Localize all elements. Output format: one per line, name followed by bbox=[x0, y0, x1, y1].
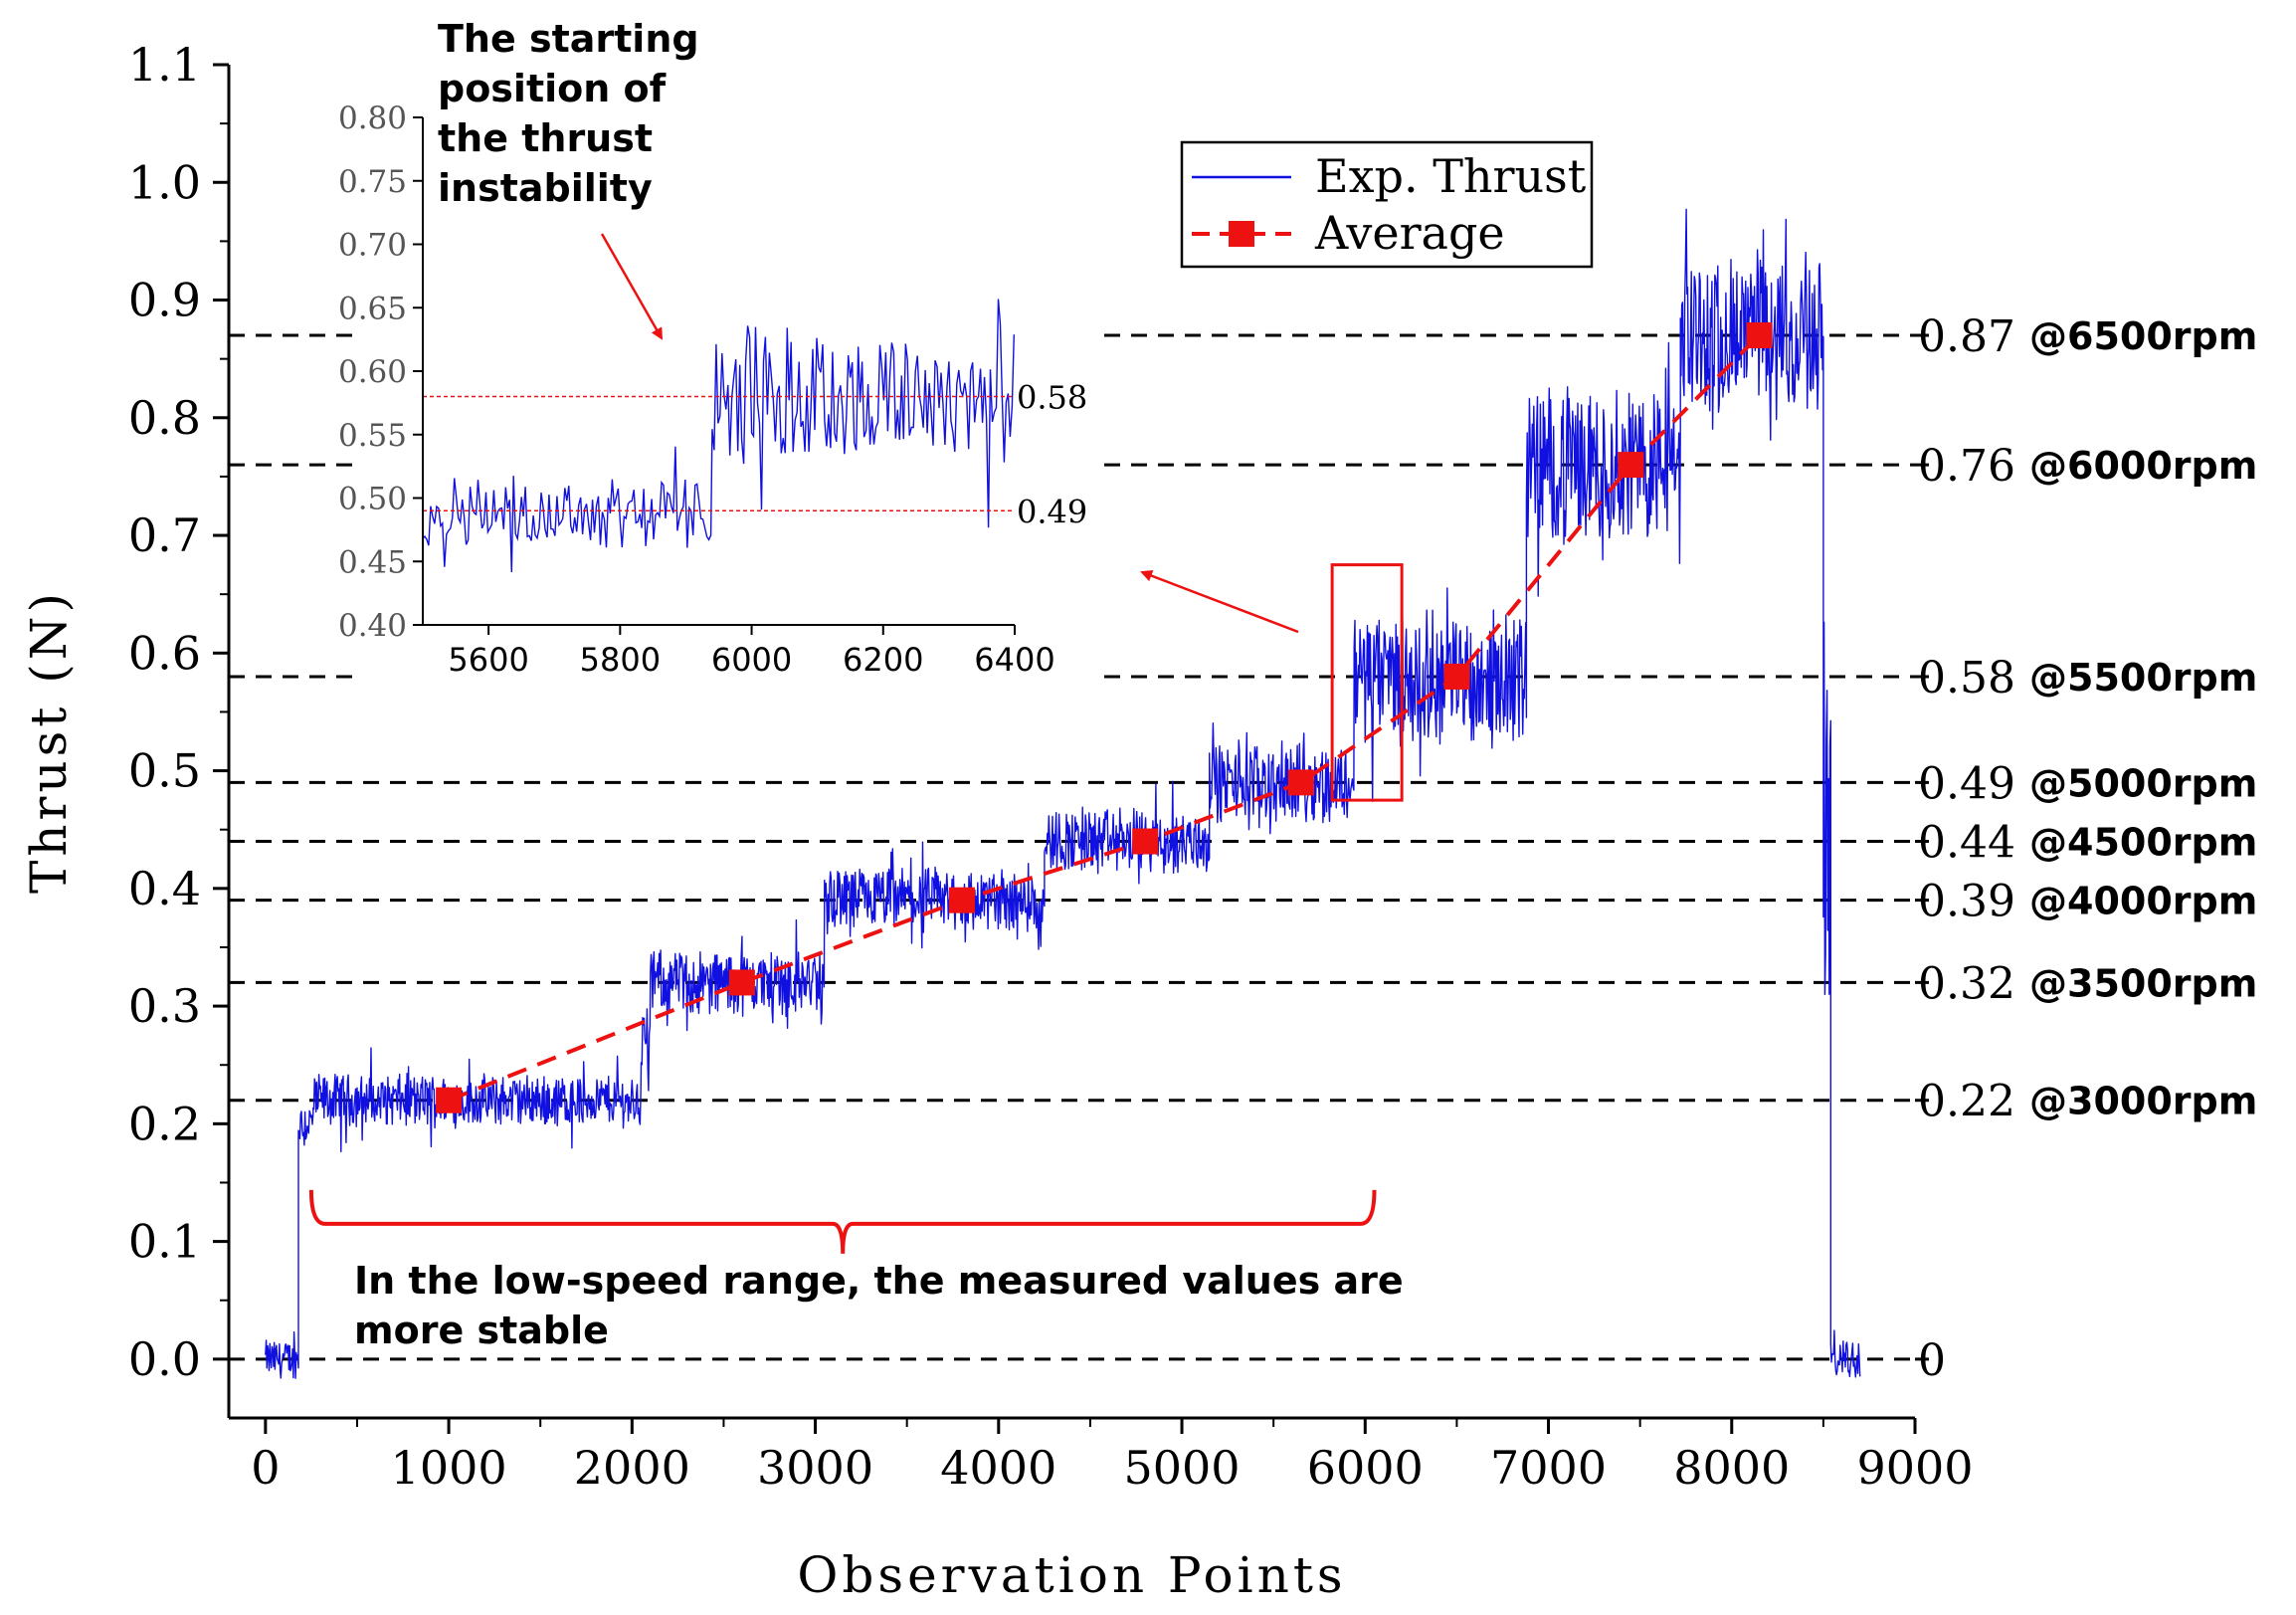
average-marker bbox=[948, 887, 975, 913]
x-tick-label: 1000 bbox=[391, 1441, 507, 1495]
reference-rpm-label: @3500rpm bbox=[2029, 961, 2257, 1005]
x-tick-label: 4000 bbox=[940, 1441, 1056, 1495]
inset-y-tick-label: 0.50 bbox=[338, 482, 407, 517]
annotation-instability-text: The starting bbox=[438, 17, 699, 61]
annotation-lowspeed-text: more stable bbox=[354, 1309, 609, 1352]
y-axis-title: Thrust (N) bbox=[20, 589, 78, 894]
x-tick-label: 7000 bbox=[1490, 1441, 1607, 1495]
axes-group: 0.0 0.1 0.2 0.3 0.4 0.5 0.6 0.7 0.8 0.9 1.0 1.1 0 100… bbox=[20, 38, 1974, 1604]
highlight-box bbox=[1330, 563, 1404, 802]
y-tick-label: 0.2 bbox=[128, 1097, 201, 1150]
inset-group: 0.58 0.49 0.40 0.45 0.50 0.55 0.60 0.65 0.70 0.75… bbox=[338, 101, 1087, 679]
thrust-line bbox=[265, 208, 1861, 1379]
inset-x-tick-label: 5800 bbox=[580, 641, 661, 679]
legend-average-label: Average bbox=[1314, 206, 1505, 260]
annotation-lowspeed-text: In the low-speed range, the measured val… bbox=[354, 1259, 1404, 1303]
inset-y-tick-label: 0.40 bbox=[338, 608, 407, 644]
reference-rpm-label: @3000rpm bbox=[2029, 1080, 2257, 1123]
x-tick-label: 6000 bbox=[1307, 1441, 1424, 1495]
y-tick-label: 0.5 bbox=[128, 744, 201, 798]
reference-value-label: 0.76 bbox=[1918, 441, 2015, 492]
reference-rpm-label: @4000rpm bbox=[2029, 880, 2257, 923]
inset-y-tick-label: 0.65 bbox=[338, 291, 407, 326]
y-tick-label: 1.0 bbox=[128, 155, 201, 209]
inset-y-tick-label: 0.60 bbox=[338, 354, 407, 390]
annotations-group: The starting position of the thrust instabi… bbox=[308, 17, 1404, 1352]
average-marker bbox=[1746, 322, 1773, 348]
inset-y-tick-label: 0.55 bbox=[338, 418, 407, 454]
average-series-group bbox=[436, 322, 1773, 1113]
x-axis-title: Observation Points bbox=[797, 1546, 1346, 1604]
x-tick-label: 3000 bbox=[757, 1441, 873, 1495]
reference-value-label: 0.58 bbox=[1918, 653, 2015, 704]
x-tick-label: 8000 bbox=[1673, 1441, 1790, 1495]
inset-y-tick-label: 0.80 bbox=[338, 101, 407, 136]
reference-value-label: 0.32 bbox=[1918, 958, 2015, 1009]
thrust-series-group bbox=[265, 208, 1861, 1379]
reference-rpm-label: @5000rpm bbox=[2029, 761, 2257, 805]
x-tick-label: 5000 bbox=[1124, 1441, 1241, 1495]
annotation-instability-text: position of bbox=[438, 67, 667, 110]
y-tick-label: 0.7 bbox=[128, 508, 201, 562]
average-marker bbox=[1443, 663, 1470, 690]
y-tick-label: 0.3 bbox=[128, 979, 201, 1033]
legend-thrust-label: Exp. Thrust bbox=[1315, 149, 1587, 203]
reference-rpm-label: @5500rpm bbox=[2029, 656, 2257, 700]
reference-value-label: 0.39 bbox=[1918, 877, 2015, 927]
inset-reference-label: 0.49 bbox=[1017, 493, 1087, 530]
inset-y-tick-label: 0.45 bbox=[338, 544, 407, 580]
reference-rpm-label: @4500rpm bbox=[2029, 821, 2257, 865]
y-tick-label: 0.6 bbox=[128, 626, 201, 680]
annotation-brace bbox=[308, 1189, 1377, 1254]
reference-value-label: 0.44 bbox=[1918, 818, 2015, 869]
reference-value-label: 0 bbox=[1918, 1335, 1946, 1386]
inset-x-tick-label: 6000 bbox=[711, 641, 792, 679]
inset-x-tick-label: 6200 bbox=[843, 641, 923, 679]
x-tick-label: 0 bbox=[251, 1441, 280, 1495]
inset-y-tick-label: 0.75 bbox=[338, 164, 407, 200]
y-tick-label: 0.0 bbox=[128, 1332, 201, 1386]
reference-rpm-label: @6500rpm bbox=[2029, 314, 2257, 358]
y-tick-label: 1.1 bbox=[128, 38, 201, 92]
x-tick-label: 2000 bbox=[574, 1441, 690, 1495]
inset-x-tick-label: 6400 bbox=[974, 641, 1054, 679]
inset-reference-label: 0.58 bbox=[1017, 379, 1087, 417]
average-marker bbox=[728, 969, 755, 996]
y-tick-label: 0.1 bbox=[128, 1215, 201, 1269]
reference-rpm-label: @6000rpm bbox=[2029, 444, 2257, 488]
average-marker bbox=[1618, 452, 1644, 479]
reference-lines-group: 0.87 @6500rpm 0.76 @6000rpm 0.58 @5500rpm 0.49… bbox=[229, 311, 2257, 1386]
annotation-instability-arrow bbox=[600, 233, 664, 340]
annotation-inset-arrow bbox=[1140, 569, 1299, 634]
inset-x-tick-label: 5600 bbox=[448, 641, 528, 679]
average-marker bbox=[436, 1087, 463, 1113]
reference-value-label: 0.49 bbox=[1918, 758, 2015, 809]
reference-value-label: 0.22 bbox=[1918, 1077, 2015, 1127]
reference-value-label: 0.87 bbox=[1918, 311, 2015, 362]
legend-average-marker bbox=[1229, 221, 1254, 247]
inset-thrust-line bbox=[422, 299, 1015, 573]
annotation-instability-text: instability bbox=[438, 166, 653, 210]
inset-y-tick-label: 0.70 bbox=[338, 228, 407, 264]
average-marker bbox=[1132, 828, 1159, 855]
annotation-instability-text: the thrust bbox=[438, 116, 653, 160]
average-marker bbox=[1287, 769, 1314, 796]
y-tick-label: 0.9 bbox=[128, 274, 201, 327]
average-line bbox=[448, 333, 1761, 1103]
y-tick-label: 0.4 bbox=[128, 862, 201, 915]
x-tick-label: 9000 bbox=[1856, 1441, 1973, 1495]
y-tick-label: 0.8 bbox=[128, 391, 201, 445]
